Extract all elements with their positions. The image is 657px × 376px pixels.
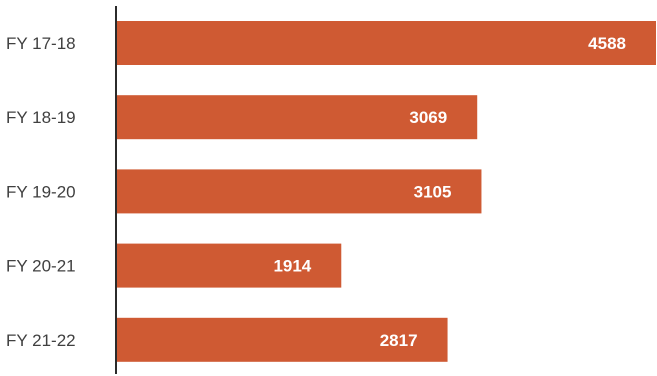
category-label-2: FY 19-20 <box>6 182 76 201</box>
data-label-1: 3069 <box>409 108 447 127</box>
data-label-0: 4588 <box>588 34 626 53</box>
data-label-2: 3105 <box>414 182 452 201</box>
data-label-4: 2817 <box>380 331 418 350</box>
bar-0 <box>116 21 656 65</box>
data-label-3: 1914 <box>273 257 311 276</box>
category-label-4: FY 21-22 <box>6 331 76 350</box>
category-label-0: FY 17-18 <box>6 34 76 53</box>
bars-layer: FY 17-18 4588 FY 18-19 3069 FY 19-20 3105 FY 2… <box>6 21 656 362</box>
bar-3 <box>116 243 342 288</box>
bar-1 <box>116 95 478 140</box>
bar-4 <box>116 317 448 362</box>
category-label-3: FY 20-21 <box>6 257 76 276</box>
category-label-1: FY 18-19 <box>6 108 76 127</box>
bar-2 <box>116 169 482 214</box>
